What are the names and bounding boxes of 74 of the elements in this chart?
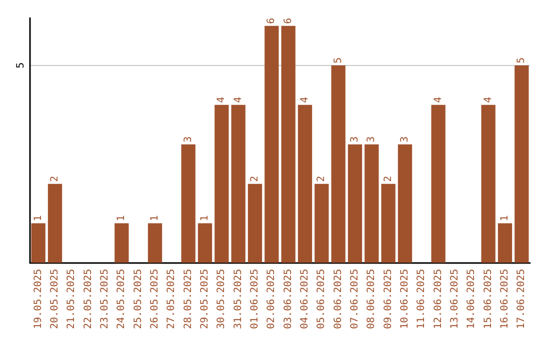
x-tick-label: 09.06.2025 bbox=[382, 268, 394, 330]
data-label: 2 bbox=[382, 176, 394, 182]
bar bbox=[281, 26, 296, 263]
x-tick-label: 30.05.2025 bbox=[216, 268, 228, 330]
data-label: 2 bbox=[316, 176, 328, 182]
data-label: 4 bbox=[432, 96, 444, 103]
data-label: 6 bbox=[282, 18, 294, 24]
bar bbox=[381, 184, 396, 263]
data-label: 3 bbox=[350, 136, 360, 142]
bar bbox=[48, 184, 62, 263]
bar bbox=[114, 223, 129, 263]
x-tick-label: 29.05.2025 bbox=[200, 268, 210, 330]
data-label: 1 bbox=[150, 215, 160, 222]
bar bbox=[231, 104, 246, 263]
data-label: 1 bbox=[200, 215, 210, 222]
x-tick-label: 15.06.2025 bbox=[482, 268, 494, 330]
x-tick-label: 20.05.2025 bbox=[50, 268, 60, 330]
data-label: 4 bbox=[216, 96, 228, 103]
data-label: 6 bbox=[266, 18, 278, 24]
x-tick-label: 01.06.2025 bbox=[250, 268, 260, 330]
data-label: 1 bbox=[500, 215, 510, 222]
data-label: 2 bbox=[50, 176, 60, 182]
data-label: 4 bbox=[300, 96, 310, 103]
x-tick-label: 14.06.2025 bbox=[466, 268, 478, 330]
bar bbox=[331, 65, 346, 263]
bar bbox=[498, 223, 512, 263]
bar bbox=[514, 65, 529, 263]
x-tick-label: 23.05.2025 bbox=[100, 268, 110, 330]
x-tick-label: 28.05.2025 bbox=[182, 268, 194, 330]
x-tick-label: 07.06.2025 bbox=[350, 268, 360, 330]
x-tick-label: 04.06.2025 bbox=[300, 268, 310, 330]
data-label: 3 bbox=[366, 136, 378, 142]
x-tick-label: 17.06.2025 bbox=[516, 268, 528, 330]
x-tick-label: 19.05.2025 bbox=[32, 268, 44, 330]
bar bbox=[248, 184, 262, 263]
data-label: 2 bbox=[250, 176, 260, 182]
data-label: 5 bbox=[516, 57, 528, 64]
data-label: 5 bbox=[332, 57, 344, 64]
x-tick-label: 02.06.2025 bbox=[266, 268, 278, 330]
bar bbox=[364, 144, 379, 263]
x-tick-label: 06.06.2025 bbox=[332, 268, 344, 330]
bar bbox=[398, 144, 412, 263]
x-tick-label: 26.05.2025 bbox=[150, 268, 160, 330]
x-tick-label: 08.06.2025 bbox=[366, 268, 378, 330]
bar bbox=[348, 144, 362, 263]
x-tick-label: 31.05.2025 bbox=[232, 268, 244, 330]
x-tick-label: 03.06.2025 bbox=[282, 268, 294, 330]
data-label: 3 bbox=[400, 136, 410, 142]
data-label: 1 bbox=[116, 215, 128, 222]
bar bbox=[214, 104, 229, 263]
x-tick-label: 27.05.2025 bbox=[166, 268, 178, 330]
x-tick-label: 10.06.2025 bbox=[400, 268, 410, 330]
bar bbox=[31, 223, 46, 263]
bar bbox=[298, 104, 312, 263]
data-label: 3 bbox=[182, 136, 194, 142]
x-tick-label: 21.05.2025 bbox=[66, 268, 78, 330]
x-tick-label: 24.05.2025 bbox=[116, 268, 128, 330]
bar bbox=[481, 104, 496, 263]
data-label: 4 bbox=[482, 96, 494, 103]
bar bbox=[181, 144, 196, 263]
x-tick-label: 12.06.2025 bbox=[432, 268, 444, 330]
x-tick-label: 16.06.2025 bbox=[500, 268, 510, 330]
x-tick-label: 13.06.2025 bbox=[450, 268, 460, 330]
data-label: 1 bbox=[32, 215, 44, 222]
x-tick-label: 25.05.2025 bbox=[132, 268, 144, 330]
bar bbox=[198, 223, 212, 263]
bar bbox=[314, 184, 329, 263]
bar bbox=[431, 104, 446, 263]
x-tick-label: 05.06.2025 bbox=[316, 268, 328, 330]
bar bbox=[148, 223, 162, 263]
data-label: 4 bbox=[232, 96, 244, 103]
x-tick-label: 22.05.2025 bbox=[82, 268, 94, 330]
x-tick-label: 11.06.2025 bbox=[416, 268, 428, 330]
bar bbox=[264, 26, 279, 263]
